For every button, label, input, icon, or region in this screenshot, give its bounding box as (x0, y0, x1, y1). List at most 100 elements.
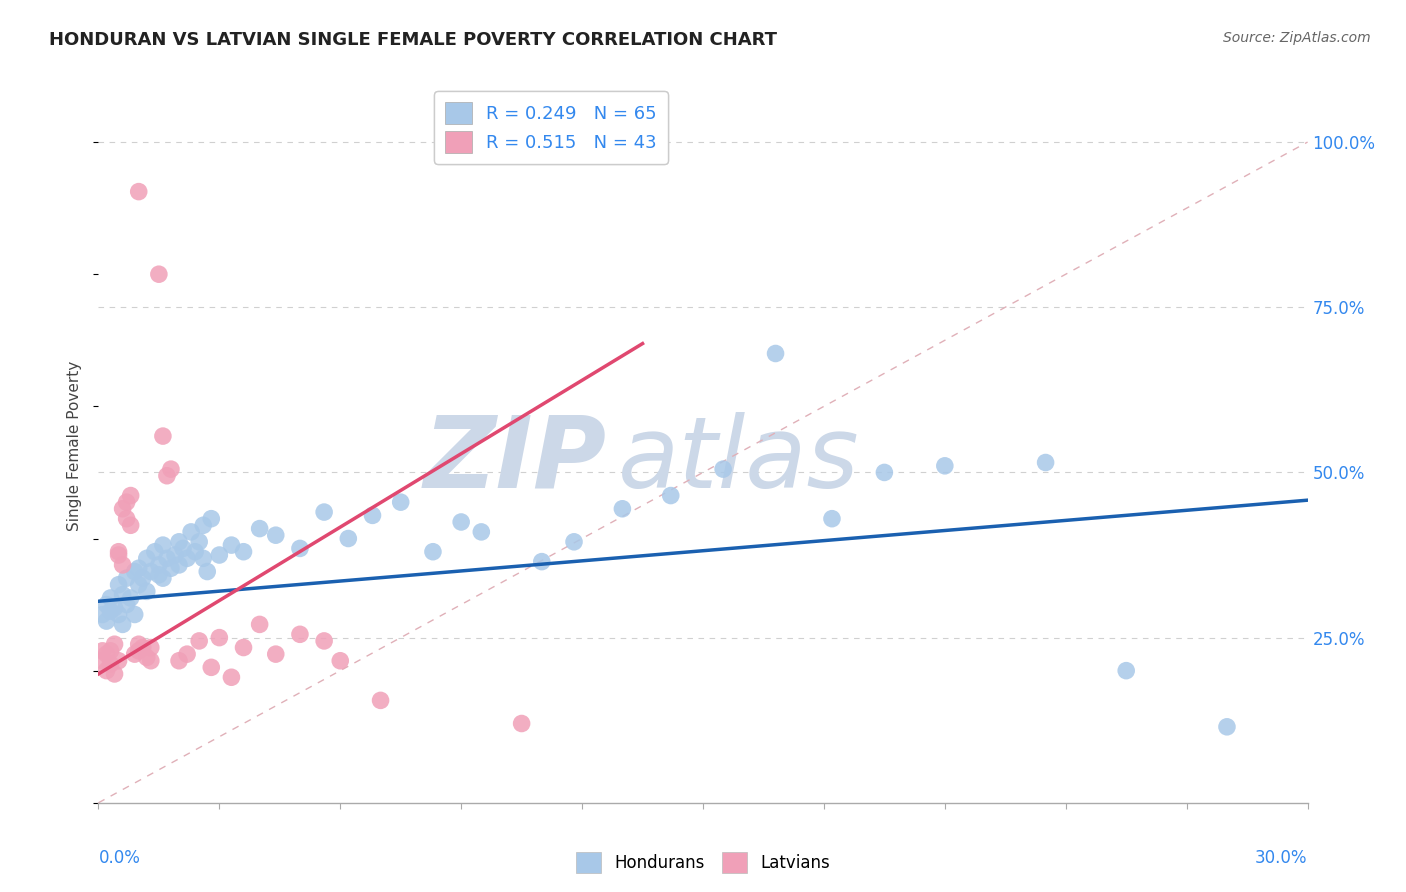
Point (139, 640, 162, 655)
Point (111, 617, 134, 632)
Point (107, 578, 129, 592)
Point (422, 545, 444, 559)
Point (132, 571, 155, 585)
Point (167, 558, 190, 572)
Point (156, 551, 179, 566)
Point (172, 541, 194, 556)
Point (612, 501, 634, 516)
Point (143, 545, 166, 559)
Point (934, 458, 956, 473)
Point (120, 518, 142, 533)
Point (128, 185, 150, 199)
Point (176, 551, 198, 566)
Text: Source: ZipAtlas.com: Source: ZipAtlas.com (1223, 31, 1371, 45)
Point (562, 534, 585, 549)
Legend: R = 0.249   N = 65, R = 0.515   N = 43: R = 0.249 N = 65, R = 0.515 N = 43 (434, 91, 668, 164)
Point (152, 571, 174, 585)
Point (120, 489, 142, 503)
Point (115, 511, 138, 525)
Point (329, 654, 352, 668)
Point (96, 647, 118, 661)
Text: 30.0%: 30.0% (1256, 849, 1308, 867)
Point (208, 631, 231, 645)
Point (120, 591, 142, 605)
Point (873, 466, 896, 480)
Point (103, 667, 125, 681)
Point (160, 462, 183, 476)
Point (103, 600, 125, 615)
Point (337, 532, 360, 546)
Point (128, 578, 150, 592)
Point (139, 565, 162, 579)
Point (180, 524, 202, 539)
Point (176, 647, 198, 661)
Point (115, 495, 138, 509)
Point (96, 598, 118, 612)
Point (107, 548, 129, 562)
Point (450, 515, 472, 529)
Point (200, 660, 222, 674)
Point (249, 522, 271, 536)
Point (188, 634, 211, 648)
Point (184, 545, 207, 559)
Y-axis label: Single Female Poverty: Single Female Poverty (67, 361, 83, 531)
Point (115, 598, 138, 612)
Point (163, 548, 186, 562)
Point (167, 654, 190, 668)
Point (193, 518, 215, 533)
Point (221, 538, 243, 552)
Point (389, 495, 412, 509)
Point (91, 654, 114, 668)
Point (103, 637, 125, 651)
Point (107, 545, 129, 559)
Point (124, 565, 146, 579)
Point (765, 346, 787, 360)
Point (221, 670, 243, 684)
Point (470, 524, 492, 539)
Point (249, 617, 271, 632)
Point (200, 511, 222, 525)
Point (96, 664, 118, 678)
Text: ZIP: ZIP (423, 412, 606, 508)
Point (288, 541, 311, 556)
Point (124, 607, 146, 622)
Point (100, 644, 122, 658)
Point (148, 267, 170, 281)
Point (821, 511, 844, 525)
Point (530, 555, 553, 569)
Point (91, 644, 114, 658)
Point (193, 551, 215, 566)
Point (195, 565, 218, 579)
Point (188, 534, 211, 549)
Point (264, 647, 287, 661)
Point (156, 468, 179, 483)
Point (370, 693, 392, 707)
Point (1115, 664, 1137, 678)
Point (288, 627, 311, 641)
Text: 0.0%: 0.0% (98, 849, 141, 867)
Point (314, 505, 336, 519)
Point (152, 429, 174, 443)
Legend: Hondurans, Latvians: Hondurans, Latvians (569, 846, 837, 880)
Point (264, 528, 287, 542)
Point (167, 534, 190, 549)
Point (91, 607, 114, 622)
Point (659, 489, 682, 503)
Point (1035, 456, 1057, 470)
Point (148, 567, 170, 582)
Point (510, 716, 533, 731)
Point (1216, 720, 1239, 734)
Point (115, 571, 138, 585)
Point (132, 640, 155, 655)
Point (208, 548, 231, 562)
Point (232, 640, 254, 655)
Point (111, 558, 134, 572)
Point (128, 561, 150, 575)
Point (124, 647, 146, 661)
Point (111, 588, 134, 602)
Point (232, 545, 254, 559)
Point (139, 654, 162, 668)
Point (148, 558, 170, 572)
Point (135, 551, 157, 566)
Point (361, 508, 384, 523)
